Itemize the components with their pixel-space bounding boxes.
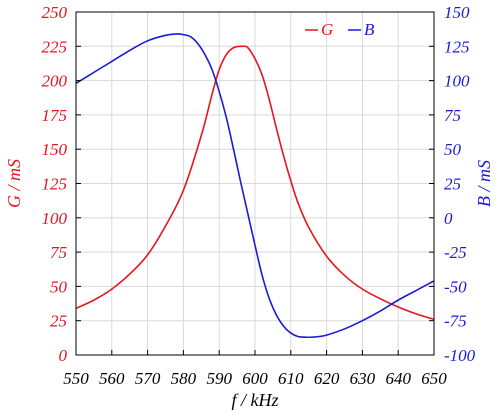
left-tick-label: 0 [59,346,68,365]
legend-label-g: G [321,20,333,39]
x-tick-label: 640 [385,369,411,388]
left-tick-label: 50 [50,277,68,296]
right-tick-label: 100 [444,72,470,91]
x-tick-label: 600 [242,369,268,388]
x-axis-ticks: 550 560 570 580 590 600 610 620 630 640 650 [63,350,447,388]
right-tick-label: -25 [444,243,467,262]
series-line-b [75,33,435,339]
x-tick-label: 590 [206,369,232,388]
x-tick-label: 620 [314,369,340,388]
right-axis-title: B / mS [474,160,494,207]
x-tick-label: 580 [171,369,197,388]
x-axis-title: f / kHz [232,390,279,410]
left-tick-label: 250 [42,3,68,22]
left-tick-label: 75 [50,243,67,262]
legend-label-b: B [364,20,375,39]
x-tick-label: 570 [135,369,161,388]
right-tick-label: 50 [444,140,462,159]
legend: G B [305,20,375,39]
left-tick-label: 25 [50,312,67,331]
right-tick-label: -75 [444,312,467,331]
series-layer [75,33,435,339]
grid [75,11,435,356]
right-tick-label: 125 [444,37,470,56]
right-tick-label: -50 [444,277,467,296]
right-axis-ticks: -100 -75 -50 -25 0 25 50 75 100 125 150 [429,3,476,365]
x-tick-label: 560 [99,369,125,388]
right-tick-label: 75 [444,106,461,125]
right-tick-label: -100 [444,346,476,365]
left-tick-label: 175 [42,106,68,125]
right-tick-label: 25 [444,175,461,194]
x-tick-label: 650 [421,369,447,388]
left-tick-label: 200 [42,72,68,91]
left-tick-label: 225 [42,37,68,56]
left-tick-label: 100 [42,209,68,228]
x-tick-label: 630 [350,369,376,388]
left-tick-label: 150 [42,140,68,159]
right-tick-label: 0 [444,209,453,228]
x-tick-label: 610 [278,369,304,388]
left-axis-title: G / mS [4,159,24,208]
series-line-g [75,45,435,321]
x-tick-label: 550 [63,369,89,388]
left-axis-ticks: 0 25 50 75 100 125 150 175 200 225 250 [42,3,81,365]
right-tick-label: 150 [444,3,470,22]
left-tick-label: 125 [42,175,68,194]
